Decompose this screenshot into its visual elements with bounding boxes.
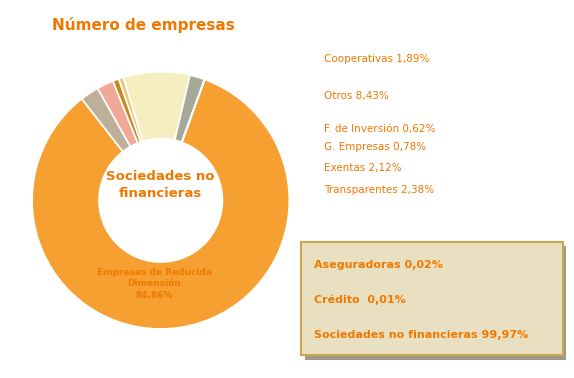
Text: F. de Inversión 0,62%: F. de Inversión 0,62% — [324, 124, 436, 134]
FancyBboxPatch shape — [301, 242, 563, 355]
FancyBboxPatch shape — [305, 246, 566, 360]
Wedge shape — [119, 77, 143, 142]
Text: G. Empresas 0,78%: G. Empresas 0,78% — [324, 142, 426, 152]
Text: Sociedades no
financieras: Sociedades no financieras — [106, 170, 215, 200]
Text: Cooperativas 1,89%: Cooperativas 1,89% — [324, 54, 430, 64]
Wedge shape — [82, 88, 130, 152]
Text: Número de empresas: Número de empresas — [52, 17, 234, 33]
Text: Otros 8,43%: Otros 8,43% — [324, 91, 389, 101]
Text: Aseguradoras 0,02%: Aseguradoras 0,02% — [314, 260, 443, 270]
Text: Exentas 2,12%: Exentas 2,12% — [324, 163, 402, 173]
Wedge shape — [32, 79, 289, 329]
Text: Sociedades no financieras 99,97%: Sociedades no financieras 99,97% — [314, 330, 528, 340]
Wedge shape — [98, 81, 138, 147]
Wedge shape — [113, 79, 141, 143]
Text: Crédito  0,01%: Crédito 0,01% — [314, 295, 406, 305]
Wedge shape — [123, 72, 190, 141]
Text: Empresas de Reducida
Dimensión
84,86%: Empresas de Reducida Dimensión 84,86% — [97, 268, 212, 300]
Wedge shape — [174, 75, 204, 142]
Text: Transparentes 2,38%: Transparentes 2,38% — [324, 185, 435, 195]
Wedge shape — [182, 79, 205, 143]
